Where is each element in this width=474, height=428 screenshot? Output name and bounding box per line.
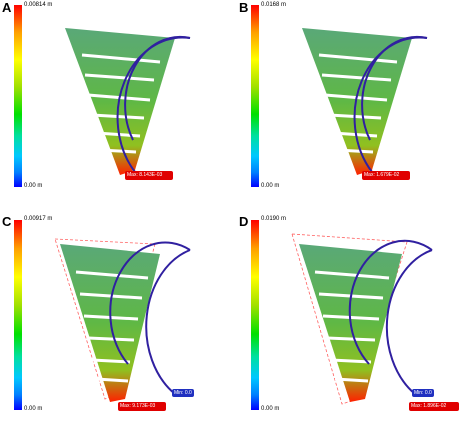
structure-body [65,28,175,175]
colorbar [14,220,22,410]
arc-guide [385,249,433,395]
max-callout-label: Max: 8.143E-03 [127,172,163,178]
min-callout-label: Min: 0.0 [174,390,192,396]
scale-max-label: 0.0190 m [261,216,287,222]
max-callout-label: Max: 9.173E-03 [120,403,156,409]
max-callout [125,171,173,180]
panel-letter: A [2,0,12,15]
max-callout [362,171,410,180]
scale-max-label: 0.00814 m [24,2,53,8]
panel-c-figure [14,220,194,411]
panel-letter: D [239,214,249,229]
arc-support [109,241,191,365]
scale-min-label: 0.00 m [24,183,43,189]
max-callout-label: Max: 1.896E-02 [411,403,447,409]
min-callout [172,389,194,397]
arc-guide [116,36,191,173]
min-callout-label: Min: 0.0 [414,390,432,396]
colorbar [14,5,22,187]
panel-a-figure [14,5,191,187]
scale-min-label: 0.00 m [261,406,280,412]
panel-c: C 0.00917 m 0.00 m Min: 0.0 Max: 9.173E-… [0,214,237,428]
colorbar [251,220,259,410]
panel-b: B 0.0168 m 0.00 m Max: 1.679E-02 [237,0,474,214]
arc-support [348,239,433,365]
scale-max-label: 0.0168 m [261,2,287,8]
scale-min-label: 0.00 m [24,406,43,412]
panel-b-figure [251,5,428,187]
max-callout [118,402,166,411]
arc-guide [353,36,428,173]
scale-max-label: 0.00917 m [24,216,53,222]
scale-min-label: 0.00 m [261,183,280,189]
min-callout [412,389,434,397]
arc-guide [145,249,191,395]
panel-letter: C [2,214,12,229]
max-callout [409,402,459,411]
panel-d-figure [251,220,459,411]
colorbar [251,5,259,187]
structure-body [302,28,412,175]
panel-d: D 0.0190 m 0.00 m Min: 0.0 Max: 1.896E-0… [237,214,474,428]
panel-letter: B [239,0,249,15]
max-callout-label: Max: 1.679E-02 [364,172,400,178]
panel-a: A 0.00814 m 0.00 m Max: 8.143E-03 [0,0,237,214]
